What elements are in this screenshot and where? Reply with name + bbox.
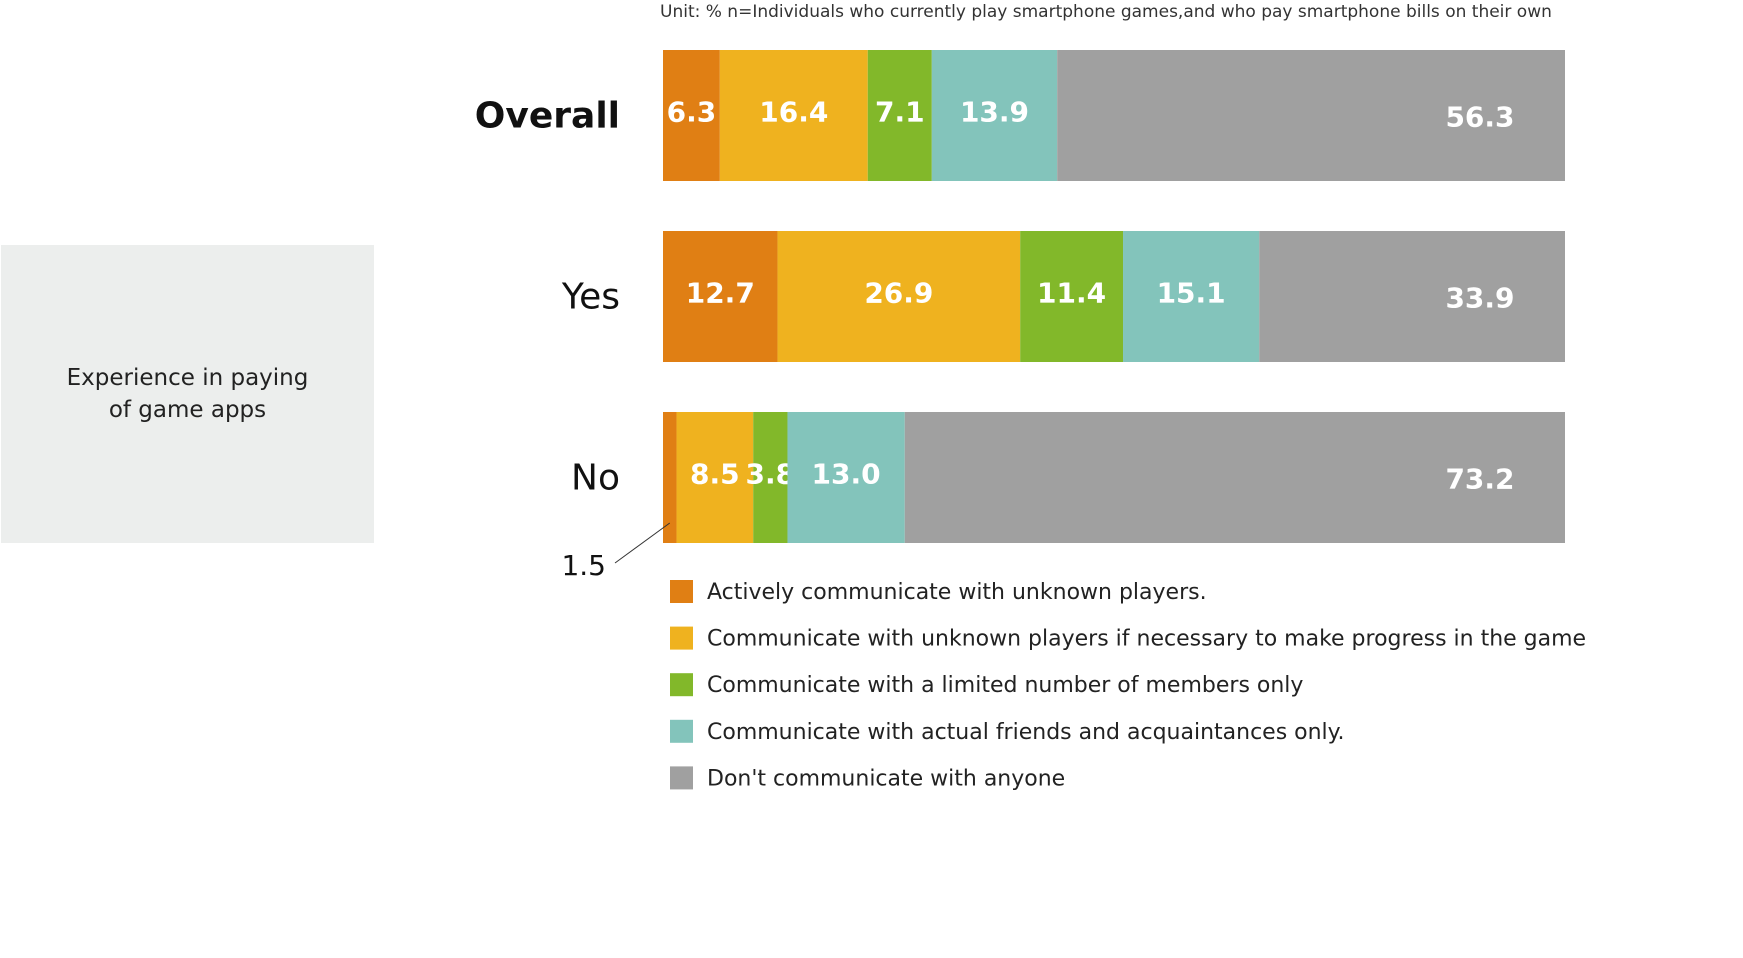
legend-label: Communicate with a limited number of mem… [707,673,1303,698]
bar-segment [1259,231,1565,362]
bar-segment [663,412,677,543]
category-label: Overall [475,96,620,137]
value-label: 26.9 [864,277,933,310]
bar-segment [904,412,1565,543]
bar-segment [777,231,1021,362]
legend-swatch [670,673,693,697]
value-label: 7.1 [875,96,925,129]
value-label: 73.2 [1445,463,1514,496]
bar-segment [1057,50,1565,181]
value-label: 13.9 [960,96,1029,129]
bar-segment [931,50,1058,181]
value-label: 3.8 [746,458,796,491]
leader-line [614,522,671,564]
legend-swatch [670,626,693,650]
bar-segment [753,412,788,543]
value-label: 1.5 [561,549,606,582]
value-label: 13.0 [812,458,881,491]
value-label: 12.7 [686,277,755,310]
value-label: 16.4 [759,96,828,129]
legend-label: Communicate with unknown players if nece… [707,627,1586,652]
legend-label: Don't communicate with anyone [707,766,1065,791]
bar-segment [1123,231,1260,362]
bar-segment [663,231,778,362]
group-box: Experience in paying of game apps [1,245,374,543]
bar-segment [676,412,754,543]
category-label: Yes [561,277,620,318]
legend-swatch [670,766,693,790]
note: Unit: % n=Individuals who currently play… [660,2,1552,22]
value-label: 11.4 [1037,277,1106,310]
bar-segment [1020,231,1124,362]
group-label: Experience in paying of game apps [66,365,309,423]
bar-segment [719,50,868,181]
value-label: 6.3 [667,96,717,129]
value-label: 8.5 [690,458,740,491]
value-label: 56.3 [1445,101,1514,134]
bar-segment [663,50,720,181]
bar-segment [787,412,905,543]
legend-label: Actively communicate with unknown player… [707,580,1207,605]
value-label: 15.1 [1157,277,1226,310]
bar-segment [867,50,932,181]
value-label: 33.9 [1445,282,1514,315]
legend-swatch [670,580,693,603]
legend-swatch [670,719,693,743]
legend-label: Communicate with actual friends and acqu… [707,720,1345,745]
category-label: No [571,458,620,499]
